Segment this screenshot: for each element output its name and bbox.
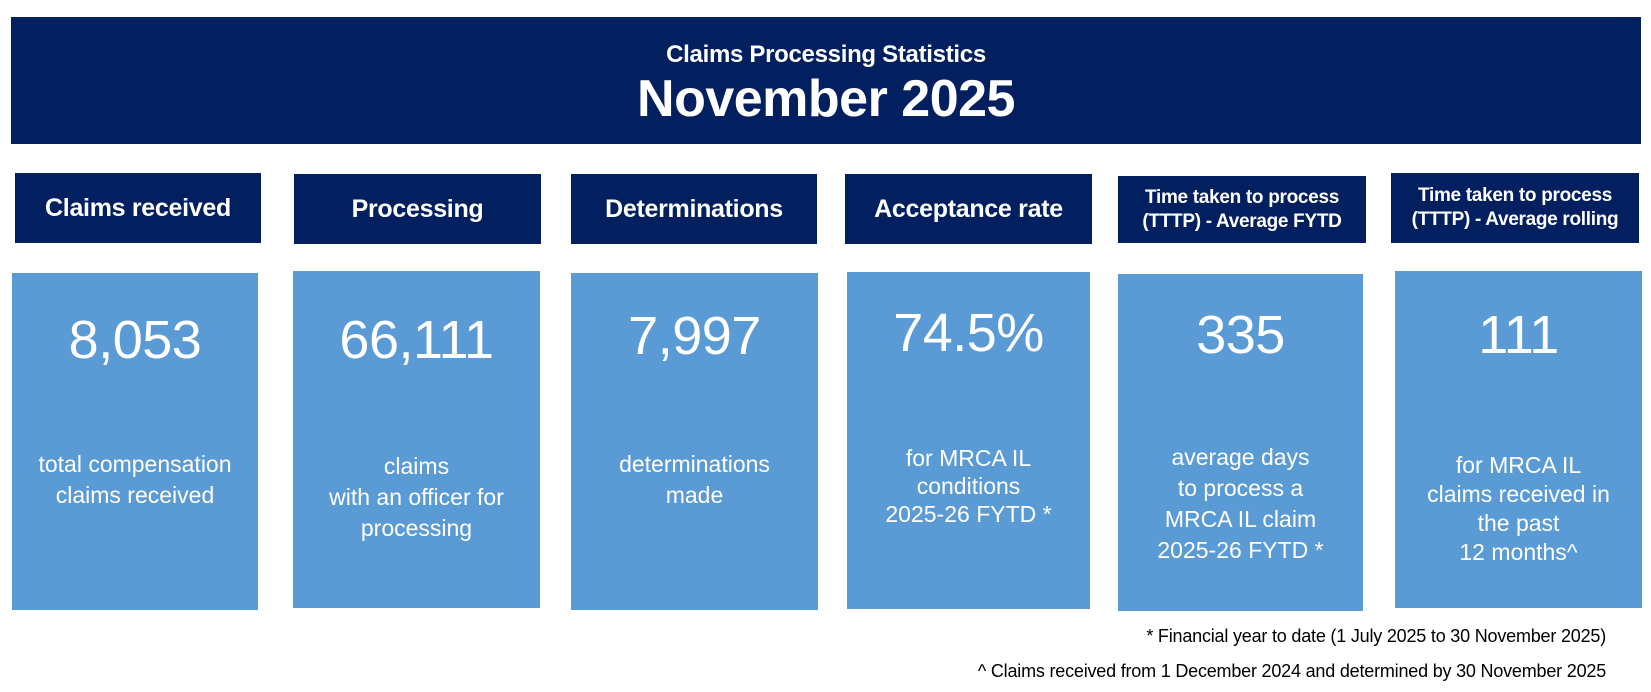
- footnote-fytd: * Financial year to date (1 July 2025 to…: [1146, 626, 1606, 646]
- stat-value: 335: [1196, 305, 1285, 365]
- stat-description: claims with an officer for processing: [329, 453, 504, 541]
- column-header-determinations: Determinations: [571, 174, 817, 244]
- title-banner: Claims Processing Statistics November 20…: [11, 17, 1641, 144]
- stat-description: total compensation claims received: [38, 451, 232, 508]
- column-header-label: Time taken to process (TTTP) - Average F…: [1142, 186, 1342, 232]
- column-header-processing: Processing: [294, 174, 541, 244]
- footnote-rolling: ^ Claims received from 1 December 2024 a…: [977, 661, 1606, 681]
- column-header-label: Processing: [351, 194, 484, 223]
- column-header-claims-received: Claims received: [15, 173, 261, 243]
- stat-card-acceptance-rate: 74.5% for MRCA IL conditions 2025-26 FYT…: [847, 272, 1090, 609]
- column-header-label: Determinations: [605, 194, 783, 223]
- column-header-tttp-rolling: Time taken to process (TTTP) - Average r…: [1391, 173, 1639, 243]
- stat-card-tttp-fytd: 335 average days to process a MRCA IL cl…: [1118, 274, 1363, 611]
- stat-card-claims-received: 8,053 total compensation claims received: [12, 273, 258, 610]
- stat-description: determinations made: [619, 451, 770, 508]
- stat-value: 111: [1478, 305, 1559, 365]
- column-header-tttp-fytd: Time taken to process (TTTP) - Average F…: [1118, 176, 1366, 243]
- stat-value: 8,053: [68, 310, 202, 370]
- banner-subtitle: Claims Processing Statistics: [666, 41, 986, 68]
- stat-description: average days to process a MRCA IL claim …: [1157, 444, 1324, 563]
- stat-card-processing: 66,111 claims with an officer for proces…: [293, 271, 540, 608]
- stat-card-determinations: 7,997 determinations made: [571, 273, 818, 610]
- column-header-label: Time taken to process (TTTP) - Average r…: [1411, 185, 1619, 230]
- stat-value: 66,111: [339, 310, 494, 370]
- stat-card-tttp-rolling: 111 for MRCA IL claims received in the p…: [1395, 271, 1642, 608]
- stat-description: for MRCA IL conditions 2025-26 FYTD *: [885, 445, 1052, 527]
- column-header-label: Claims received: [45, 193, 231, 222]
- stat-value: 7,997: [628, 306, 761, 366]
- stat-value: 74.5%: [893, 303, 1044, 363]
- banner-title: November 2025: [637, 70, 1015, 128]
- column-header-acceptance-rate: Acceptance rate: [845, 174, 1092, 244]
- column-header-label: Acceptance rate: [874, 194, 1063, 223]
- stat-description: for MRCA IL claims received in the past …: [1427, 452, 1610, 565]
